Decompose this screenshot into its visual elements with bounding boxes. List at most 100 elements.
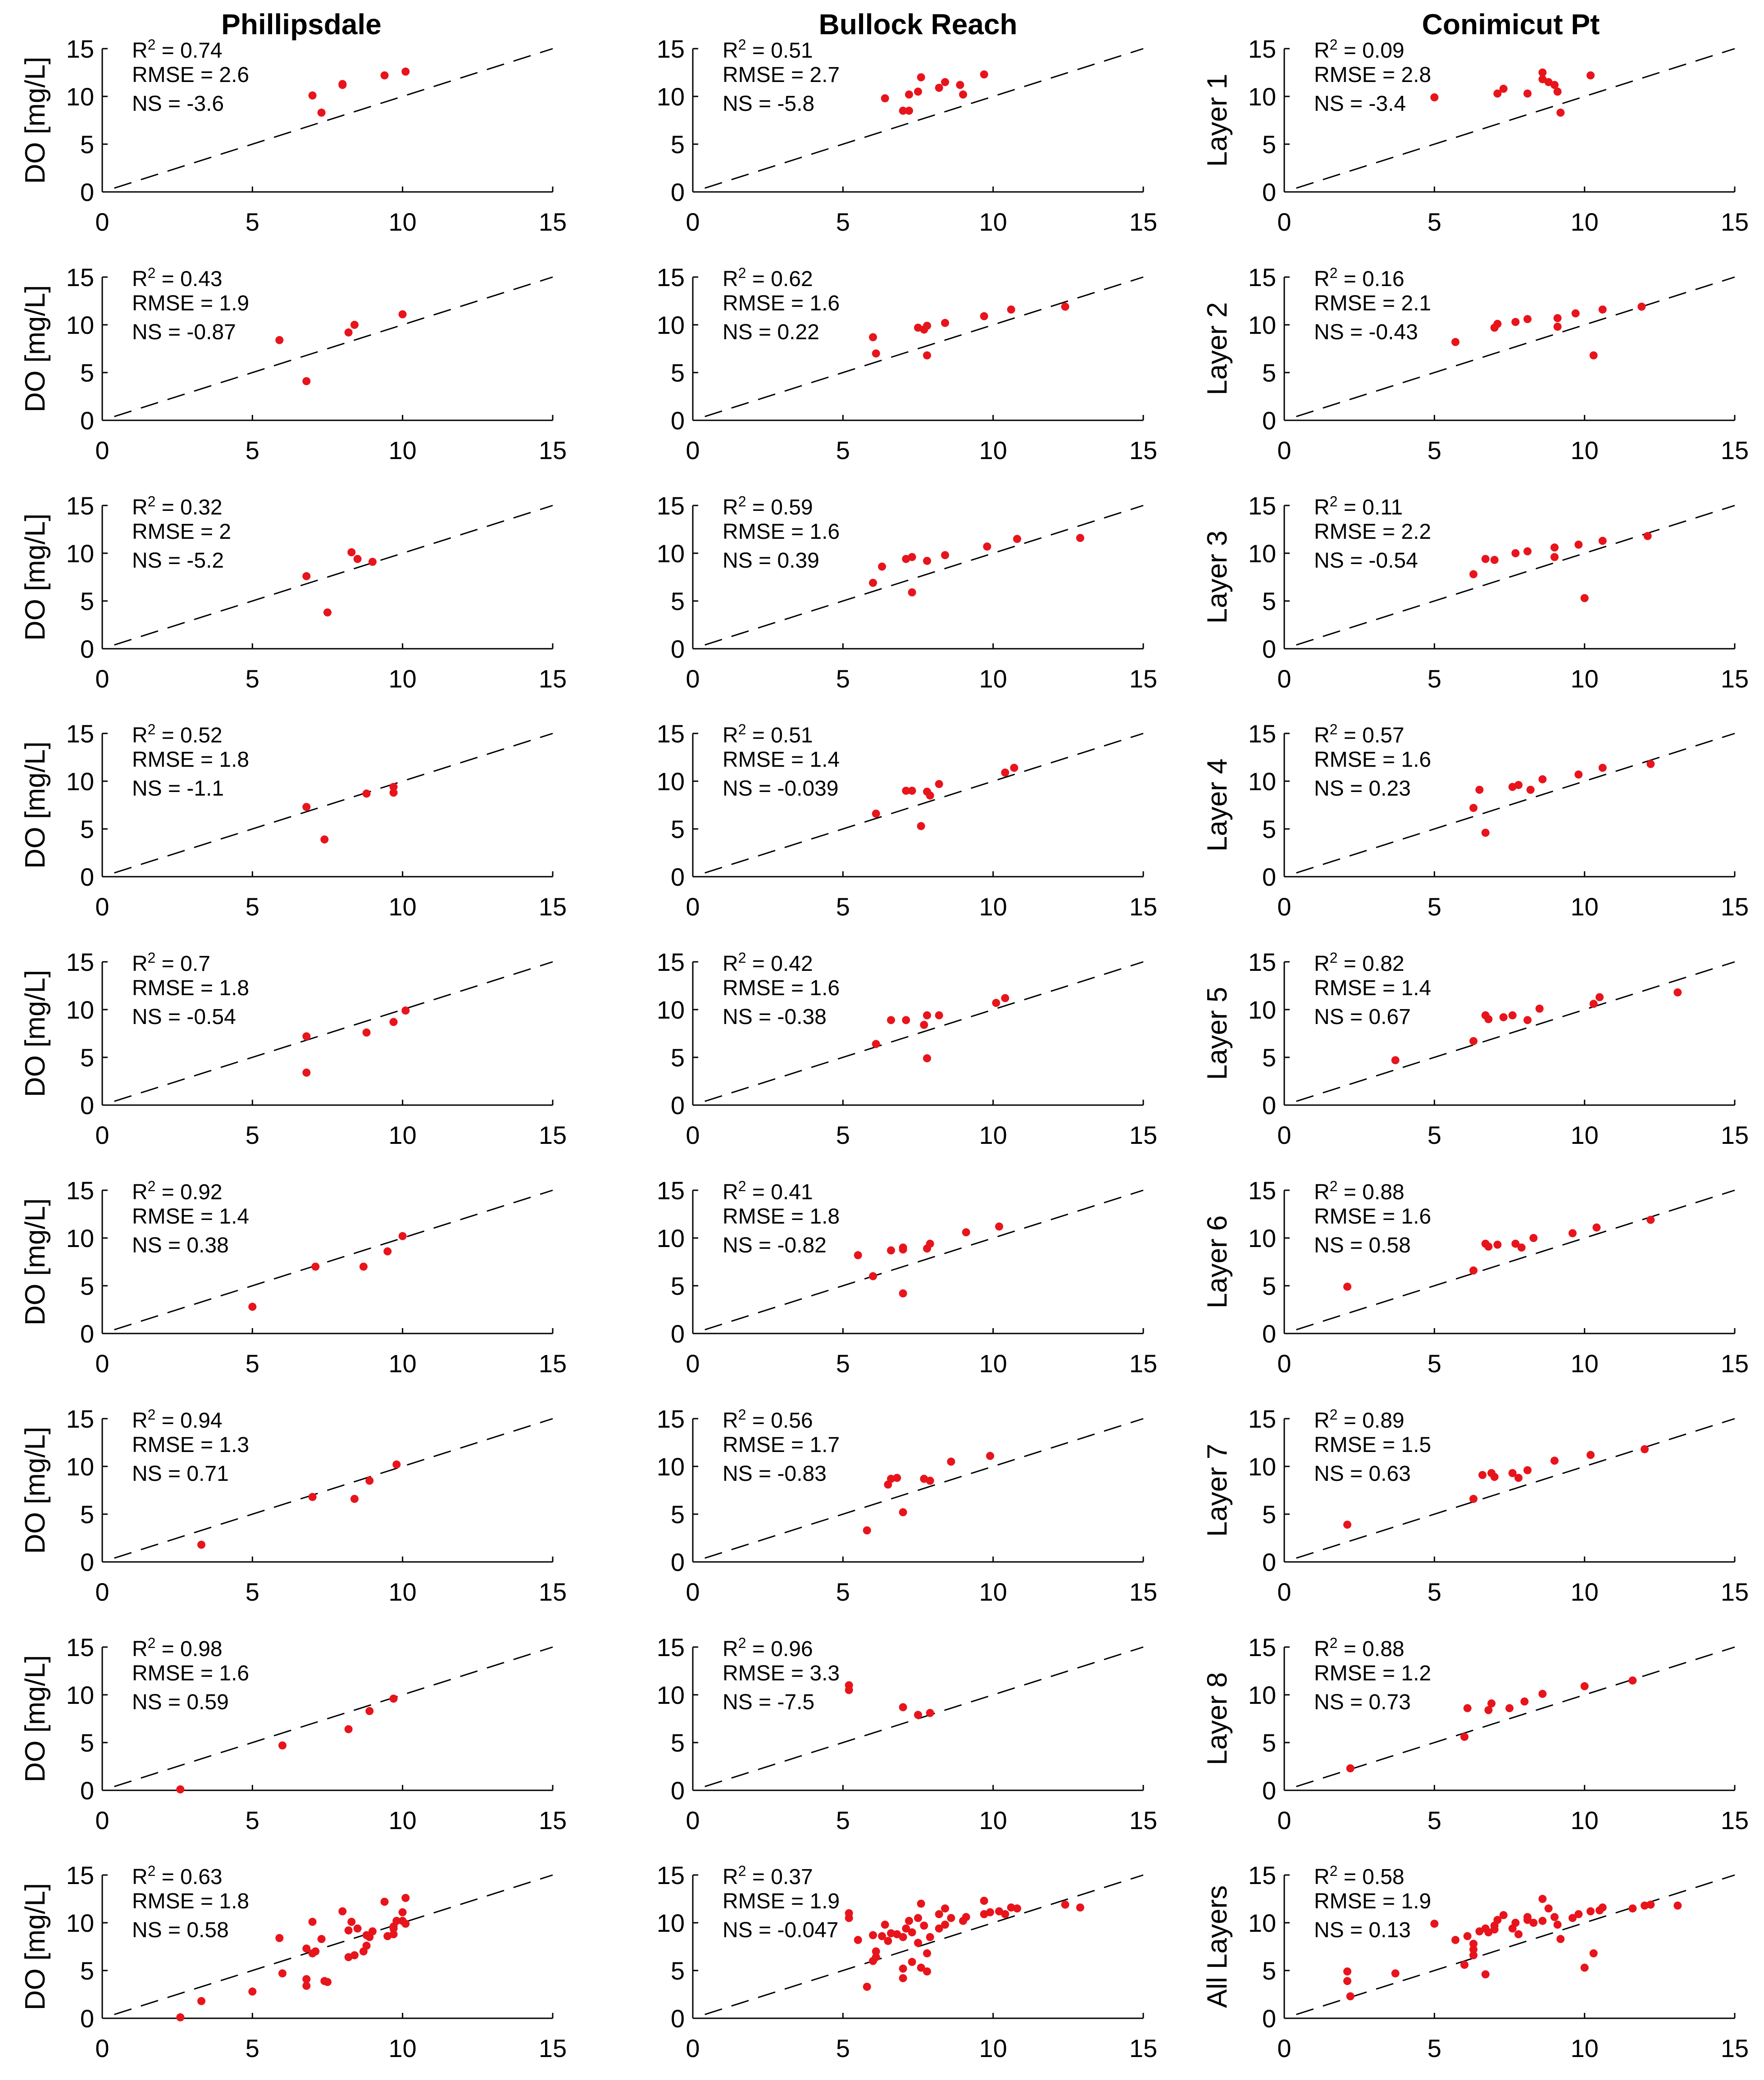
- data-point: [1013, 1904, 1021, 1913]
- data-point: [1343, 1283, 1351, 1291]
- data-point: [1646, 1900, 1655, 1909]
- data-point: [302, 1068, 311, 1077]
- data-point: [1430, 93, 1439, 102]
- ns-annotation: NS = -0.54: [1314, 549, 1418, 573]
- x-tick-label: 10: [1571, 1121, 1599, 1149]
- y-tick-label: 5: [671, 130, 685, 159]
- data-point: [1469, 1037, 1478, 1045]
- x-tick-label: 15: [539, 1349, 567, 1378]
- data-point: [347, 1917, 356, 1926]
- data-point: [1514, 1474, 1523, 1482]
- data-point: [365, 1476, 374, 1485]
- y-tick-label: 15: [1248, 263, 1276, 291]
- y-tick-label: 15: [1248, 948, 1276, 976]
- one-to-one-reference-line: [705, 1418, 1144, 1559]
- x-tick-label: 10: [1571, 665, 1599, 693]
- data-point: [1007, 305, 1015, 314]
- y-tick-label: 10: [657, 1224, 685, 1252]
- y-axis-label: Layer 2: [1202, 302, 1233, 396]
- data-point: [1574, 540, 1583, 549]
- x-tick-label: 0: [686, 1578, 700, 1606]
- x-tick-label: 0: [686, 1806, 700, 1834]
- data-point: [1463, 1704, 1472, 1712]
- y-tick-label: 10: [657, 996, 685, 1024]
- y-tick-label: 5: [671, 359, 685, 387]
- y-tick-label: 15: [66, 1405, 94, 1433]
- y-tick-label: 15: [657, 492, 685, 520]
- x-tick-label: 0: [95, 892, 109, 921]
- data-point: [878, 562, 886, 571]
- y-tick-label: 0: [80, 1091, 94, 1120]
- data-point: [1628, 1904, 1637, 1913]
- y-tick-label: 10: [1248, 311, 1276, 339]
- data-point: [308, 1917, 317, 1926]
- data-point: [845, 1686, 853, 1694]
- data-point: [1646, 760, 1655, 768]
- data-point: [899, 106, 907, 115]
- x-tick-label: 0: [686, 2034, 700, 2062]
- data-point: [887, 1246, 895, 1255]
- y-tick-label: 15: [1248, 1861, 1276, 1889]
- r2-annotation: R2 = 0.96: [723, 1635, 813, 1661]
- y-tick-label: 15: [657, 719, 685, 748]
- one-to-one-reference-line: [114, 505, 553, 646]
- data-point: [1490, 1473, 1499, 1481]
- ns-annotation: NS = -0.43: [1314, 320, 1418, 344]
- x-tick-label: 15: [1721, 1121, 1749, 1149]
- data-point: [1523, 1466, 1532, 1475]
- data-point: [863, 1526, 871, 1535]
- rmse-annotation: RMSE = 2: [132, 520, 231, 544]
- x-tick-label: 0: [95, 1806, 109, 1834]
- data-point: [872, 349, 880, 358]
- y-tick-label: 10: [1248, 539, 1276, 568]
- data-point: [902, 787, 910, 795]
- data-point: [923, 1967, 931, 1976]
- data-point: [320, 835, 329, 844]
- x-tick-label: 15: [1721, 665, 1749, 693]
- x-tick-label: 5: [246, 1806, 259, 1834]
- data-point: [1589, 351, 1598, 360]
- data-point: [908, 553, 916, 561]
- ns-annotation: NS = 0.59: [132, 1690, 229, 1714]
- y-tick-label: 10: [1248, 996, 1276, 1024]
- y-tick-label: 15: [66, 719, 94, 748]
- data-point: [1487, 1699, 1496, 1708]
- data-point: [398, 1908, 407, 1916]
- data-point: [872, 1040, 880, 1048]
- x-tick-label: 0: [1277, 892, 1291, 921]
- data-point: [872, 1947, 880, 1956]
- y-tick-label: 5: [671, 1043, 685, 1072]
- data-point: [1484, 1706, 1493, 1714]
- data-point: [962, 1228, 970, 1237]
- data-point: [1587, 1907, 1595, 1916]
- data-point: [383, 1247, 392, 1256]
- y-tick-label: 5: [80, 359, 94, 387]
- x-tick-label: 15: [1721, 208, 1749, 236]
- y-tick-label: 10: [657, 82, 685, 111]
- x-tick-label: 15: [539, 436, 567, 464]
- data-point: [986, 1908, 994, 1916]
- y-tick-label: 5: [1262, 815, 1276, 843]
- y-tick-label: 0: [80, 1776, 94, 1805]
- y-tick-label: 0: [671, 1548, 685, 1576]
- y-tick-label: 10: [1248, 1452, 1276, 1481]
- data-point: [1553, 323, 1562, 331]
- data-point: [302, 572, 311, 580]
- rmse-annotation: RMSE = 1.6: [723, 520, 840, 544]
- ns-annotation: NS = 0.73: [1314, 1690, 1411, 1714]
- data-point: [899, 1703, 907, 1711]
- y-tick-label: 15: [1248, 492, 1276, 520]
- y-tick-label: 5: [1262, 1729, 1276, 1757]
- x-tick-label: 10: [1571, 208, 1599, 236]
- x-tick-label: 10: [1571, 2034, 1599, 2062]
- x-tick-label: 5: [836, 436, 850, 464]
- data-point: [248, 1987, 257, 1996]
- y-tick-label: 5: [1262, 1500, 1276, 1529]
- x-tick-label: 15: [1129, 1349, 1157, 1378]
- x-tick-label: 5: [836, 892, 850, 921]
